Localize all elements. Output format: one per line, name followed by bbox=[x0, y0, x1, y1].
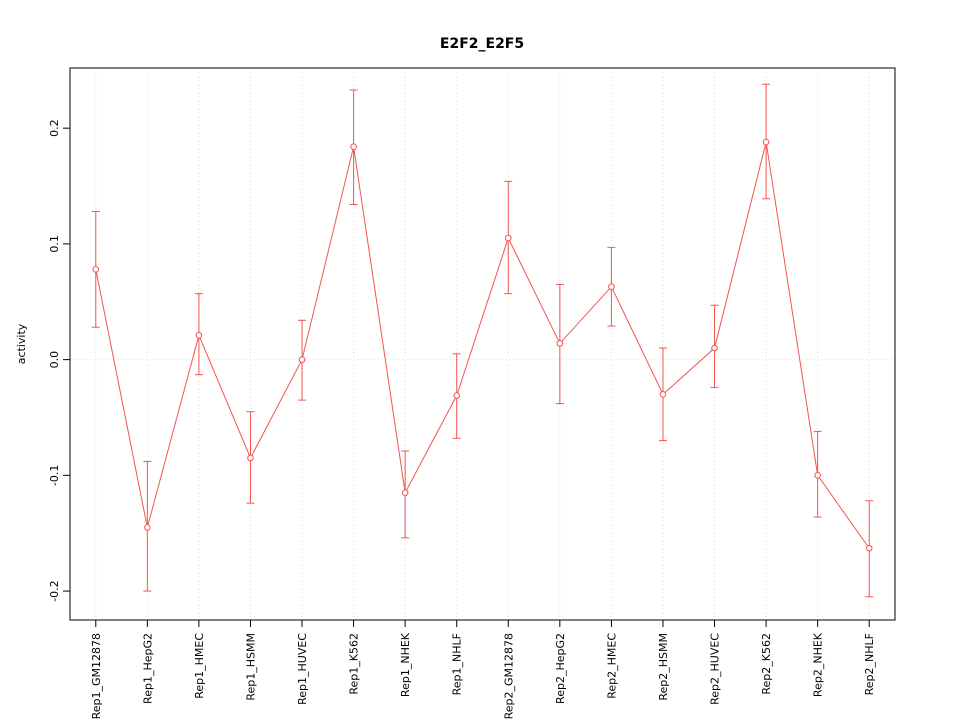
x-tick-label: Rep1_NHLF bbox=[451, 633, 464, 695]
data-point bbox=[92, 266, 100, 273]
data-point bbox=[298, 356, 306, 363]
data-point bbox=[711, 344, 718, 352]
data-point bbox=[762, 138, 770, 146]
data-point bbox=[556, 340, 564, 347]
series-line bbox=[95, 141, 870, 549]
x-tick-label: Rep2_NHEK bbox=[812, 632, 825, 697]
y-tick-label: 0.0 bbox=[48, 351, 61, 369]
data-point bbox=[401, 489, 409, 497]
x-tick-label: Rep1_NHEK bbox=[399, 632, 412, 697]
chart-title: E2F2_E2F5 bbox=[440, 36, 524, 52]
y-tick-label: -0.2 bbox=[48, 580, 61, 601]
grid-layer bbox=[70, 68, 895, 620]
y-tick-label: -0.1 bbox=[48, 465, 61, 486]
x-tick-label: Rep1_HUVEC bbox=[296, 633, 309, 705]
x-tick-label: Rep2_HSMM bbox=[657, 633, 670, 701]
data-point bbox=[350, 143, 357, 150]
x-tick-label: Rep2_NHLF bbox=[863, 633, 876, 695]
y-tick-label: 0.1 bbox=[48, 235, 61, 253]
x-tick-label: Rep1_GM12878 bbox=[90, 633, 103, 719]
x-tick-label: Rep2_GM12878 bbox=[502, 633, 515, 719]
y-tick-label: 0.2 bbox=[48, 119, 61, 137]
data-point bbox=[247, 454, 254, 462]
data-point bbox=[144, 524, 151, 531]
x-tick-label: Rep2_HMEC bbox=[605, 633, 618, 699]
x-tick-label: Rep1_HepG2 bbox=[141, 633, 154, 704]
plot-layer bbox=[91, 83, 874, 598]
x-tick-label: Rep2_K562 bbox=[760, 633, 773, 695]
data-point bbox=[659, 391, 667, 398]
data-point bbox=[608, 283, 615, 291]
data-point bbox=[865, 544, 873, 552]
x-tick-label: Rep1_HMEC bbox=[193, 633, 206, 699]
x-tick-label: Rep1_HSMM bbox=[244, 633, 257, 701]
x-tick-label: Rep2_HUVEC bbox=[709, 633, 722, 705]
plot-border bbox=[69, 67, 896, 621]
data-point bbox=[453, 392, 461, 399]
data-point bbox=[814, 472, 821, 479]
y-axis-label: activity bbox=[15, 323, 28, 364]
x-tick-label: Rep2_HepG2 bbox=[554, 633, 567, 704]
axis-layer: -0.2 -0.1 0.0 0.1 0.2 Rep1_GM12878 Rep1_HepG2 R… bbox=[48, 67, 896, 719]
x-tick-label: Rep1_K562 bbox=[348, 633, 361, 695]
data-point bbox=[195, 332, 203, 339]
data-point bbox=[504, 234, 512, 242]
